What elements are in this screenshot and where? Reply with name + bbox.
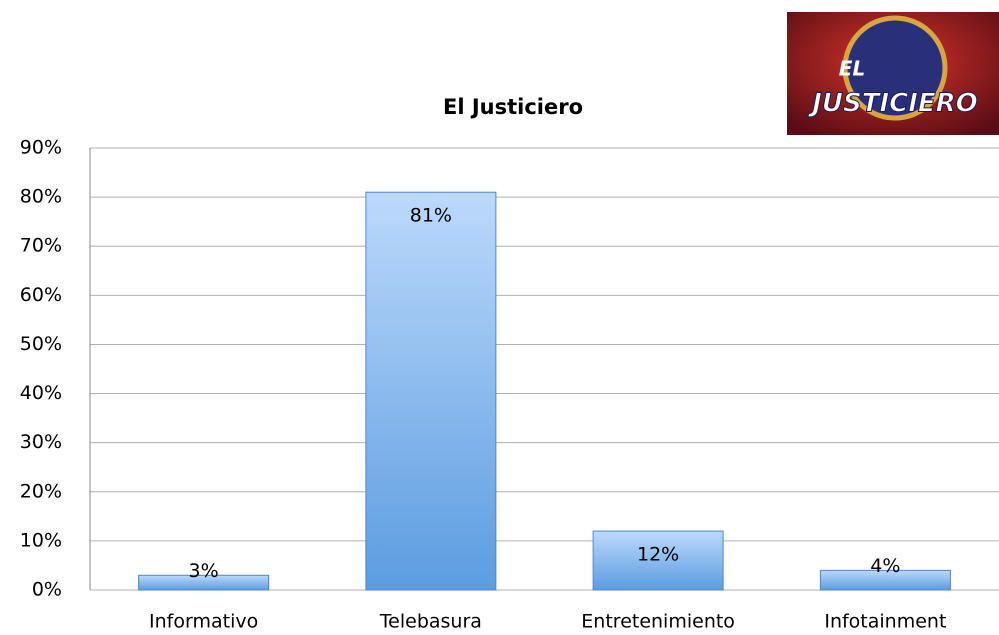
logo-text: JUSTICIERO <box>807 89 978 119</box>
logo: EL JUSTICIERO <box>787 12 999 135</box>
data-label: 3% <box>189 560 219 582</box>
x-tick-label: Informativo <box>149 611 258 633</box>
y-tick-label: 50% <box>20 333 62 355</box>
data-label: 4% <box>870 555 900 577</box>
y-tick-label: 60% <box>20 284 62 306</box>
y-tick-label: 30% <box>20 431 62 453</box>
bar <box>819 569 951 591</box>
x-tick-label: Entretenimiento <box>581 611 735 633</box>
y-tick-label: 40% <box>20 382 62 404</box>
bar <box>592 530 724 591</box>
data-label: 12% <box>637 544 679 566</box>
y-tick-label: 80% <box>20 186 62 208</box>
y-tick-label: 20% <box>20 480 62 502</box>
y-tick-label: 70% <box>20 235 62 257</box>
chart-title: El Justiciero <box>443 95 583 119</box>
bar <box>138 574 270 591</box>
x-tick-label: Telebasura <box>379 611 482 633</box>
y-tick-label: 90% <box>20 137 62 159</box>
logo-text: EL <box>839 57 865 81</box>
data-label: 81% <box>410 205 452 227</box>
y-tick-label: 0% <box>32 579 62 601</box>
y-tick-label: 10% <box>20 529 62 551</box>
x-tick-label: Infotainment <box>824 611 946 633</box>
logo-emblem <box>842 15 948 121</box>
bar <box>365 191 497 591</box>
